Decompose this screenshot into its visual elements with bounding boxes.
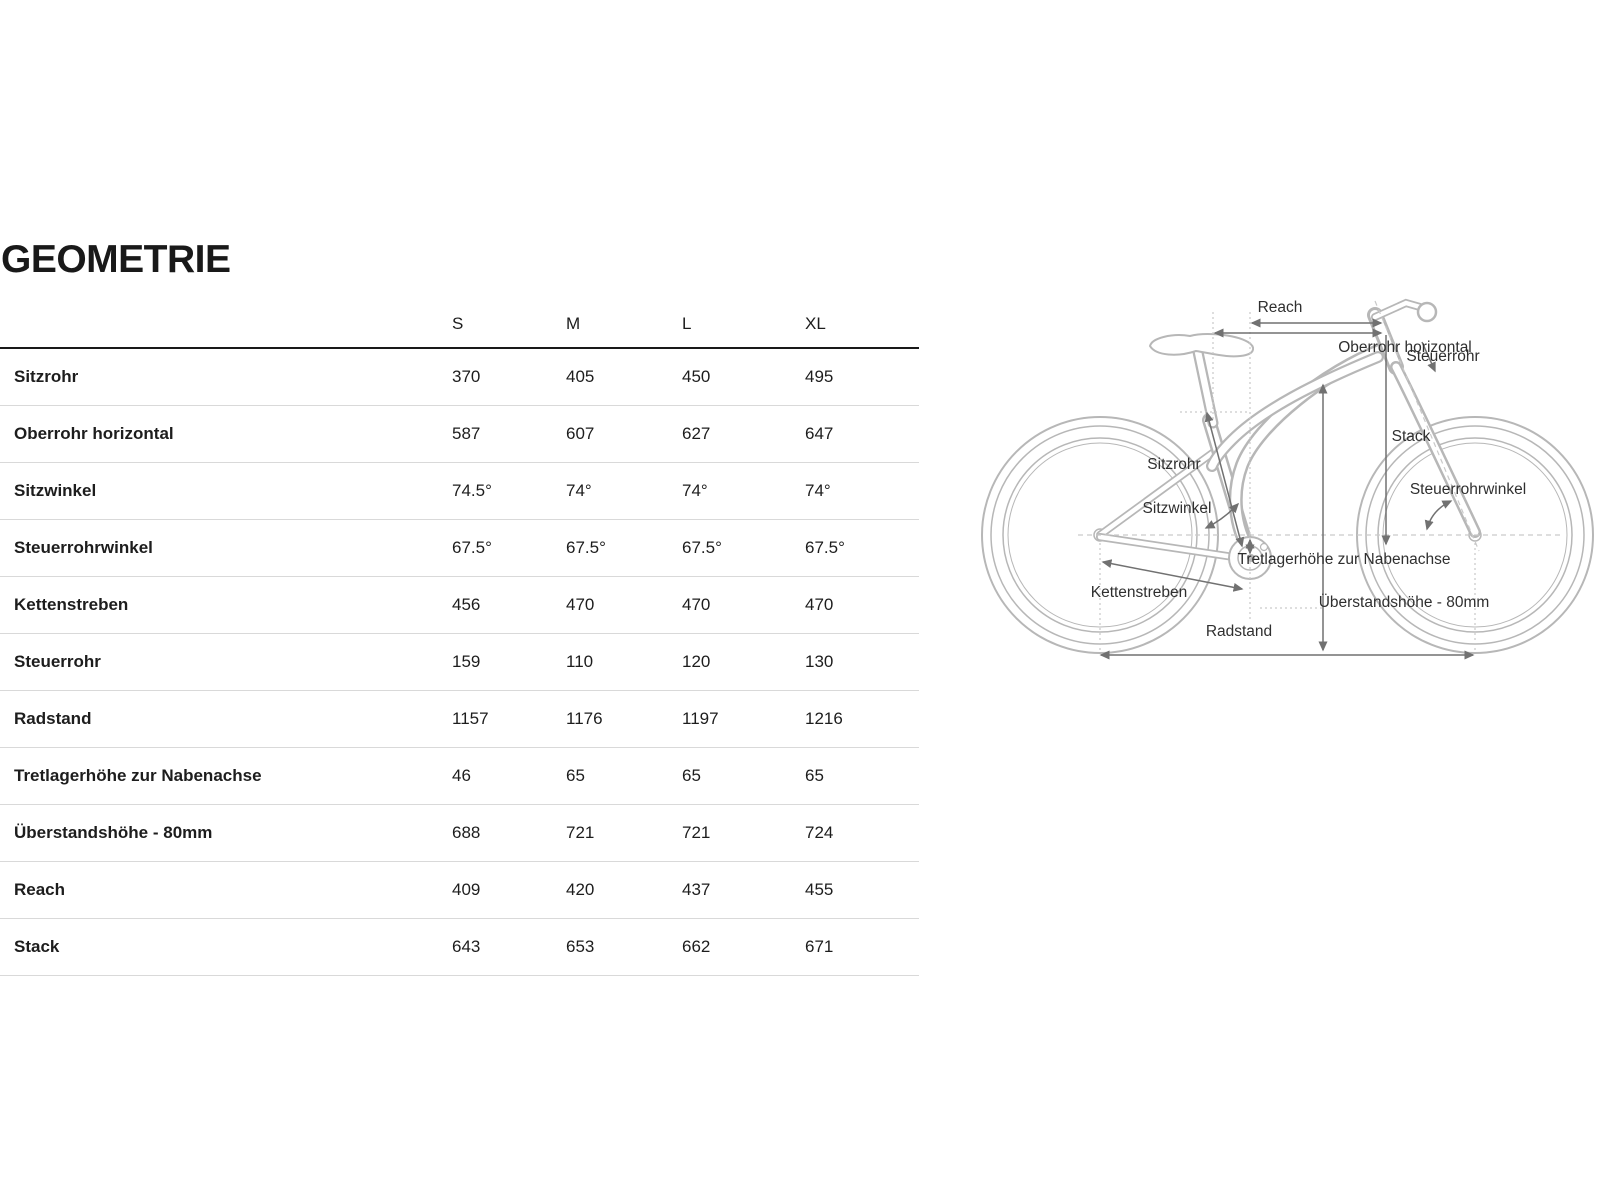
cell-value: 1197	[682, 709, 719, 728]
row-label: Radstand	[14, 709, 92, 728]
table-header-row: S M L XL	[0, 301, 919, 349]
row-label: Oberrohr horizontal	[14, 424, 174, 443]
row-label: Steuerrohrwinkel	[14, 538, 153, 557]
table-row: Oberrohr horizontal 587 607 627 647	[0, 406, 919, 463]
cell-value: 721	[566, 823, 595, 842]
geometry-table: S M L XL Sitzrohr 370 405 450 495 Oberro…	[0, 301, 919, 976]
cell-value: 653	[566, 937, 595, 956]
cell-value: 65	[682, 766, 701, 785]
cell-value: 405	[566, 367, 595, 386]
label-oberrohr-horizontal: Oberrohr horizontal	[1338, 339, 1472, 356]
column-header-s: S	[452, 314, 464, 333]
cell-value: 456	[452, 595, 481, 614]
bike-geometry-diagram: Reach Oberrohr horizontal Steuerrohr Sta…	[981, 298, 1594, 660]
cell-value: 67.5°	[682, 538, 722, 557]
row-label: Steuerrohr	[14, 652, 101, 671]
table-row: Überstandshöhe - 80mm 688 721 721 724	[0, 805, 919, 862]
saddle-icon	[1148, 333, 1254, 358]
table-row: Steuerrohrwinkel 67.5° 67.5° 67.5° 67.5°	[0, 520, 919, 577]
cell-value: 495	[805, 367, 834, 386]
cell-value: 1157	[452, 709, 489, 728]
sitzwinkel-arc	[1204, 502, 1240, 529]
cell-value: 67.5°	[452, 538, 492, 557]
cell-value: 688	[452, 823, 481, 842]
cell-value: 74°	[682, 481, 708, 500]
table-row: Sitzrohr 370 405 450 495	[0, 349, 919, 406]
label-ueberstandshoehe: Überstandshöhe - 80mm	[1319, 593, 1490, 611]
cell-value: 450	[682, 367, 711, 386]
cell-value: 370	[452, 367, 481, 386]
cell-value: 470	[682, 595, 711, 614]
cell-value: 721	[682, 823, 711, 842]
cell-value: 420	[566, 880, 595, 899]
dimension-arrows	[1099, 318, 1475, 660]
cell-value: 74°	[566, 481, 592, 500]
label-steuerrohrwinkel: Steuerrohrwinkel	[1410, 481, 1526, 498]
cell-value: 662	[682, 937, 711, 956]
row-label: Sitzwinkel	[14, 481, 97, 500]
label-tretlagerhoehe: Tretlagerhöhe zur Nabenachse	[1237, 551, 1450, 568]
cell-value: 437	[682, 880, 711, 899]
cell-value: 470	[566, 595, 595, 614]
label-sitzrohr: Sitzrohr	[1147, 456, 1200, 473]
cell-value: 74.5°	[452, 481, 492, 500]
cell-value: 130	[805, 652, 834, 671]
cell-value: 120	[682, 652, 711, 671]
label-stack: Stack	[1392, 428, 1431, 445]
table-row: Sitzwinkel 74.5° 74° 74° 74°	[0, 463, 919, 520]
row-label: Stack	[14, 937, 60, 956]
steuerrohr-arrow	[1421, 341, 1436, 373]
row-label: Überstandshöhe - 80mm	[14, 823, 213, 842]
cell-value: 65	[805, 766, 824, 785]
handlebar-grip-icon	[1416, 301, 1438, 323]
cell-value: 159	[452, 652, 481, 671]
label-kettenstreben: Kettenstreben	[1091, 584, 1188, 601]
cell-value: 455	[805, 880, 834, 899]
label-reach: Reach	[1258, 299, 1303, 316]
label-sitzwinkel: Sitzwinkel	[1143, 500, 1212, 517]
row-label: Tretlagerhöhe zur Nabenachse	[14, 766, 262, 785]
column-header-xl: XL	[805, 314, 826, 333]
column-header-l: L	[682, 314, 692, 333]
cell-value: 643	[452, 937, 481, 956]
table-row: Radstand 1157 1176 1197 1216	[0, 691, 919, 748]
table-row: Tretlagerhöhe zur Nabenachse 46 65 65 65	[0, 748, 919, 805]
table-row: Stack 643 653 662 671	[0, 919, 919, 976]
cell-value: 409	[452, 880, 481, 899]
row-label: Kettenstreben	[14, 595, 129, 614]
cell-value: 1176	[566, 709, 603, 728]
table-row: Reach 409 420 437 455	[0, 862, 919, 919]
cell-value: 110	[566, 652, 594, 671]
cell-value: 74°	[805, 481, 831, 500]
cell-value: 46	[452, 766, 471, 785]
cell-value: 65	[566, 766, 585, 785]
table-row: Kettenstreben 456 470 470 470	[0, 577, 919, 634]
cell-value: 470	[805, 595, 834, 614]
label-steuerrohr: Steuerrohr	[1406, 348, 1479, 365]
cell-value: 1216	[805, 709, 843, 728]
row-label: Sitzrohr	[14, 367, 79, 386]
cell-value: 627	[682, 424, 711, 443]
diagram-labels: Reach Oberrohr horizontal Steuerrohr Sta…	[1091, 299, 1526, 640]
cell-value: 647	[805, 424, 834, 443]
cell-value: 671	[805, 937, 834, 956]
column-header-m: M	[566, 314, 581, 333]
cell-value: 67.5°	[566, 538, 606, 557]
cell-value: 67.5°	[805, 538, 845, 557]
label-radstand: Radstand	[1206, 623, 1272, 640]
cell-value: 724	[805, 823, 834, 842]
cell-value: 607	[566, 424, 595, 443]
table-row: Steuerrohr 159 110 120 130	[0, 634, 919, 691]
kettenstreben-arrow	[1101, 559, 1244, 592]
steuerrohrwinkel-arc	[1424, 500, 1453, 531]
cell-value: 587	[452, 424, 481, 443]
row-label: Reach	[14, 880, 66, 899]
page-title: GEOMETRIE	[1, 238, 231, 282]
